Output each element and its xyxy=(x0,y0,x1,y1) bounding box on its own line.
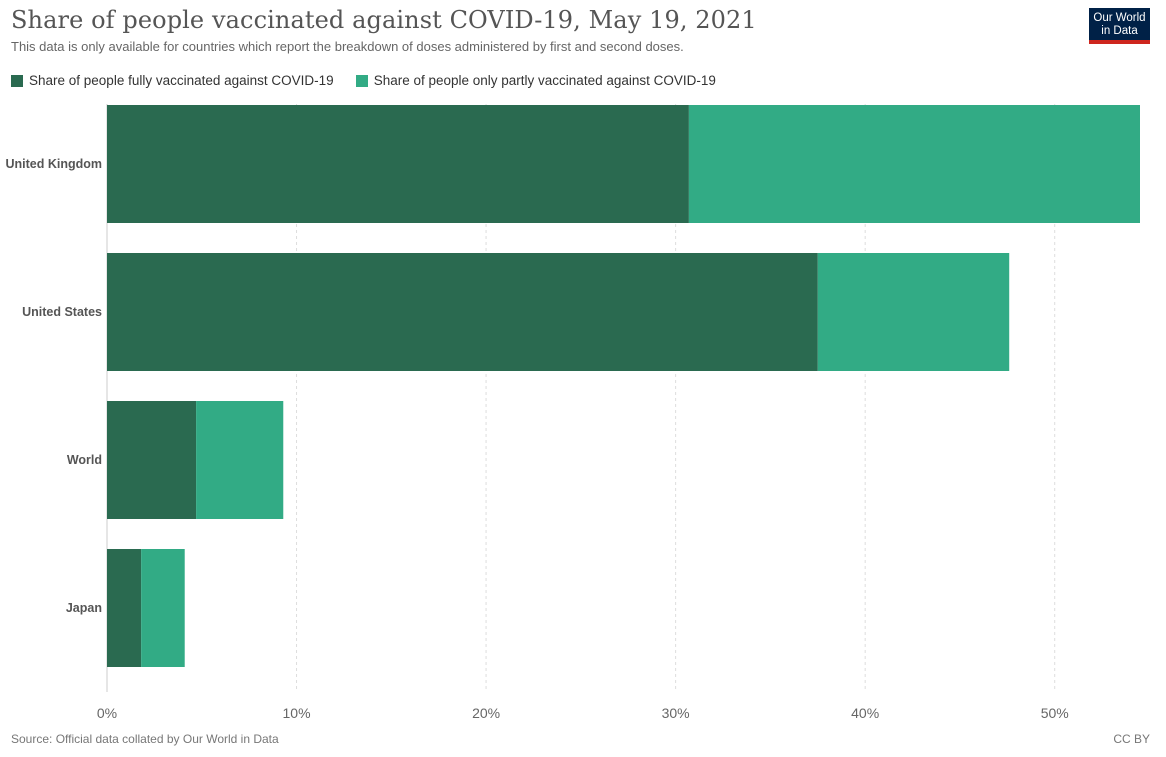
category-label: World xyxy=(67,453,102,467)
legend-item-partly[interactable]: Share of people only partly vaccinated a… xyxy=(355,73,716,88)
x-tick-label: 50% xyxy=(1041,705,1069,721)
category-label: United States xyxy=(22,305,102,319)
chart-title: Share of people vaccinated against COVID… xyxy=(11,6,757,34)
bar-partly-vaccinated[interactable] xyxy=(196,401,284,519)
chart-legend: Share of people fully vaccinated against… xyxy=(11,73,738,88)
bar-partly-vaccinated[interactable] xyxy=(688,105,1140,223)
x-tick-label: 10% xyxy=(283,705,311,721)
logo-line-2: in Data xyxy=(1101,25,1138,37)
legend-swatch-partly xyxy=(355,74,368,87)
legend-swatch-fully xyxy=(11,74,23,87)
bar-fully-vaccinated[interactable] xyxy=(107,401,197,519)
bar-partly-vaccinated[interactable] xyxy=(141,549,185,667)
legend-label-fully: Share of people fully vaccinated against… xyxy=(29,73,334,88)
x-tick-label: 0% xyxy=(97,705,117,721)
category-label: United Kingdom xyxy=(5,157,102,171)
category-label: Japan xyxy=(66,601,102,615)
logo-line-1: Our World xyxy=(1093,12,1146,24)
bar-fully-vaccinated[interactable] xyxy=(107,253,818,371)
x-tick-label: 40% xyxy=(851,705,879,721)
chart-subtitle: This data is only available for countrie… xyxy=(11,39,684,54)
license-note[interactable]: CC BY xyxy=(1113,732,1150,746)
bar-partly-vaccinated[interactable] xyxy=(817,253,1010,371)
bars xyxy=(107,105,1140,667)
legend-item-fully[interactable]: Share of people fully vaccinated against… xyxy=(11,73,334,88)
bar-fully-vaccinated[interactable] xyxy=(107,549,142,667)
bar-fully-vaccinated[interactable] xyxy=(107,105,689,223)
source-note[interactable]: Source: Official data collated by Our Wo… xyxy=(11,732,279,746)
x-tick-label: 30% xyxy=(662,705,690,721)
x-axis-ticks: 0% 10% 20% 30% 40% 50% xyxy=(97,705,1069,721)
x-tick-label: 20% xyxy=(472,705,500,721)
legend-label-partly: Share of people only partly vaccinated a… xyxy=(373,73,716,88)
owid-logo[interactable]: Our World in Data xyxy=(1089,8,1150,44)
category-labels: United Kingdom United States World Japan xyxy=(5,157,102,615)
